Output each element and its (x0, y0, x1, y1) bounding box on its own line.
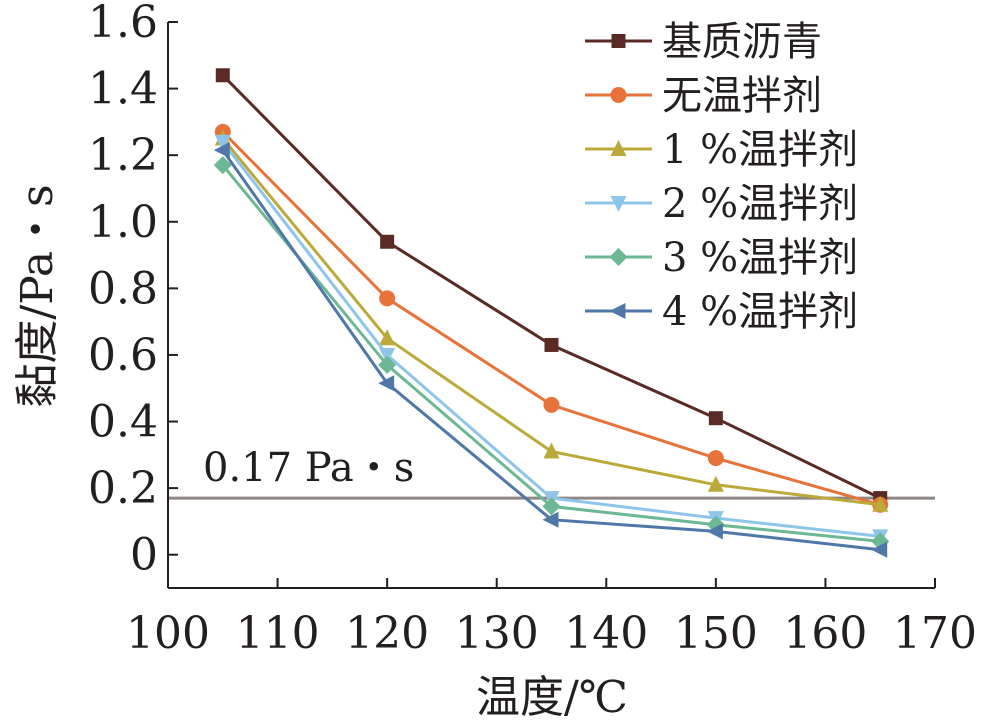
data-point (215, 68, 230, 83)
data-point (707, 450, 724, 467)
x-tick-label: 120 (345, 608, 429, 659)
x-tick-label: 110 (236, 608, 320, 659)
x-tick-label: 170 (893, 608, 977, 659)
legend-marker (609, 303, 626, 319)
y-axis-title: 黏度/Pa・s (12, 184, 63, 407)
data-point (706, 523, 723, 540)
data-point (708, 411, 723, 426)
x-tick-label: 160 (783, 608, 867, 659)
legend-item: 4 %温拌剂 (585, 289, 858, 335)
data-point (544, 337, 559, 352)
legend-item: 无温拌剂 (585, 73, 822, 119)
data-point (214, 134, 231, 151)
data-point (542, 511, 559, 528)
legend-marker (610, 196, 627, 212)
data-point (542, 497, 561, 516)
legend-item: 1 %温拌剂 (585, 127, 858, 173)
x-tick-label: 100 (126, 608, 210, 659)
y-tick-label: 0.4 (88, 397, 158, 448)
legend-label: 3 %温拌剂 (662, 235, 858, 281)
data-point (872, 495, 889, 512)
y-tick-label: 1.4 (88, 64, 158, 115)
legend-item: 2 %温拌剂 (585, 181, 858, 227)
legend-marker (610, 87, 627, 103)
legend-label: 基质沥青 (662, 19, 822, 65)
data-point (379, 290, 396, 307)
data-point (378, 375, 395, 392)
legend-label: 1 %温拌剂 (662, 127, 858, 173)
data-point (871, 541, 888, 558)
x-tick-label: 130 (455, 608, 539, 659)
legend-marker (610, 140, 627, 156)
legend-item: 基质沥青 (585, 19, 822, 65)
y-tick-label: 0.6 (88, 330, 158, 381)
legend-label: 无温拌剂 (662, 73, 822, 119)
legend-marker (609, 248, 628, 266)
data-point (379, 329, 396, 346)
y-tick-label: 0.2 (88, 463, 158, 514)
y-tick-label: 1.0 (88, 197, 158, 248)
x-axis-title: 温度/℃ (476, 672, 628, 723)
y-tick-label: 1.2 (88, 130, 158, 181)
y-tick-label: 1.6 (88, 0, 158, 48)
y-tick-label: 0.8 (88, 263, 158, 314)
data-point (213, 156, 232, 175)
data-point (378, 355, 397, 374)
legend-label: 4 %温拌剂 (662, 289, 858, 335)
data-point (543, 442, 560, 459)
data-point (380, 234, 395, 249)
x-tick-label: 140 (564, 608, 648, 659)
legend-item: 3 %温拌剂 (585, 235, 858, 281)
data-point (707, 475, 724, 492)
data-point (213, 142, 230, 159)
x-tick-label: 150 (674, 608, 758, 659)
data-point (543, 396, 560, 413)
reference-line-label: 0.17 Pa・s (203, 445, 414, 491)
y-tick-label: 0 (130, 530, 158, 581)
legend-marker (611, 34, 626, 48)
legend-label: 2 %温拌剂 (662, 181, 858, 227)
series-6 (213, 142, 888, 558)
